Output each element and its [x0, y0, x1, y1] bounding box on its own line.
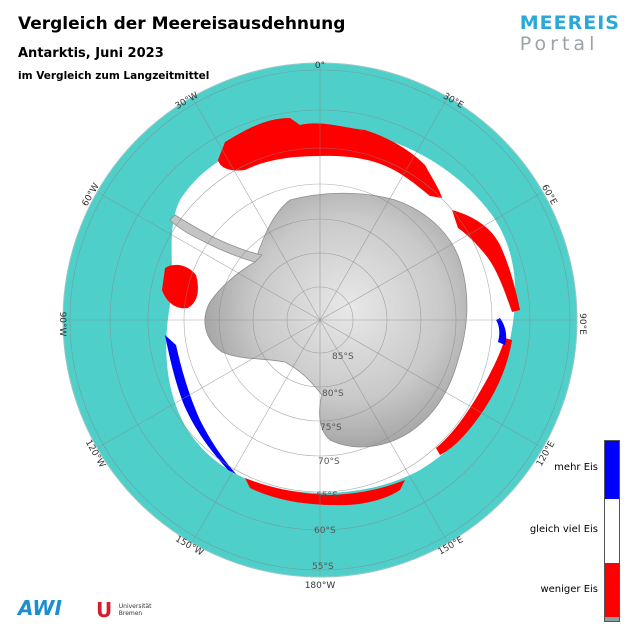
less-ice-area-west [162, 264, 198, 309]
lat-label-85: 85°S [332, 352, 354, 362]
logo-line-2: Portal [519, 33, 599, 55]
legend-swatch-less [605, 563, 619, 617]
lon-label-90w: 90°W [57, 312, 67, 337]
lat-label-55: 55°S [312, 562, 334, 572]
legend-label-less: weniger Eis [540, 584, 598, 595]
lat-label-60: 60°S [314, 526, 336, 536]
meereisportal-logo: MEEREIS Portal [520, 14, 620, 54]
legend-swatch-same [605, 499, 619, 563]
meridian-60w [98, 192, 321, 321]
meridian-150w [192, 319, 321, 542]
legend-swatch-end [605, 617, 619, 621]
more-ice-area-east [496, 318, 507, 345]
uni-bremen-text: Universität Bremen [119, 603, 152, 617]
uni-bremen-logo: U Universität Bremen [96, 598, 152, 622]
lat-label-80: 80°S [322, 389, 344, 399]
latitude-labels: 85°S 80°S 75°S 70°S 65°S 60°S 55°S [312, 352, 354, 572]
map-subtitle: Antarktis, Juni 2023 [18, 46, 164, 61]
map-boundary [62, 62, 578, 578]
legend-colorbar [604, 440, 620, 622]
meridian-120e [319, 319, 542, 448]
uni-bremen-line-1: Universität [118, 603, 152, 610]
legend-swatch-more [605, 441, 619, 499]
lon-label-0: 0° [315, 61, 325, 71]
legend-label-more: mehr Eis [554, 462, 598, 473]
logo-line-1: MEEREIS [519, 12, 620, 34]
less-ice-area-southeast [436, 338, 512, 455]
meridian-60e [319, 192, 542, 321]
less-ice-area-east [452, 210, 520, 312]
map-subtitle-comparison: im Vergleich zum Langzeitmittel [18, 70, 210, 82]
page-title: Vergleich der Meereisausdehnung [18, 14, 346, 34]
meridian-lines [65, 65, 575, 575]
meridian-120w [98, 319, 321, 448]
awi-logo: AWI [18, 596, 62, 620]
meridian-30w [192, 98, 321, 321]
uni-bremen-line-2: Bremen [118, 610, 143, 617]
lat-label-65: 65°S [316, 491, 338, 501]
lon-label-180w: 180°W [305, 581, 336, 591]
lon-label-90e: 90°E [577, 313, 587, 335]
lat-label-70: 70°S [318, 457, 340, 467]
uni-bremen-mark: U [96, 598, 113, 622]
less-ice-area-north [218, 118, 442, 198]
awi-logo-text: AWI [18, 596, 62, 620]
less-ice-area-south [245, 478, 405, 506]
legend-label-same: gleich viel Eis [529, 524, 598, 535]
lat-label-75: 75°S [320, 423, 342, 433]
meridian-150e [319, 319, 448, 542]
antarctic-peninsula [169, 214, 263, 263]
more-ice-area-west [165, 335, 236, 474]
meridian-30e [319, 98, 448, 321]
